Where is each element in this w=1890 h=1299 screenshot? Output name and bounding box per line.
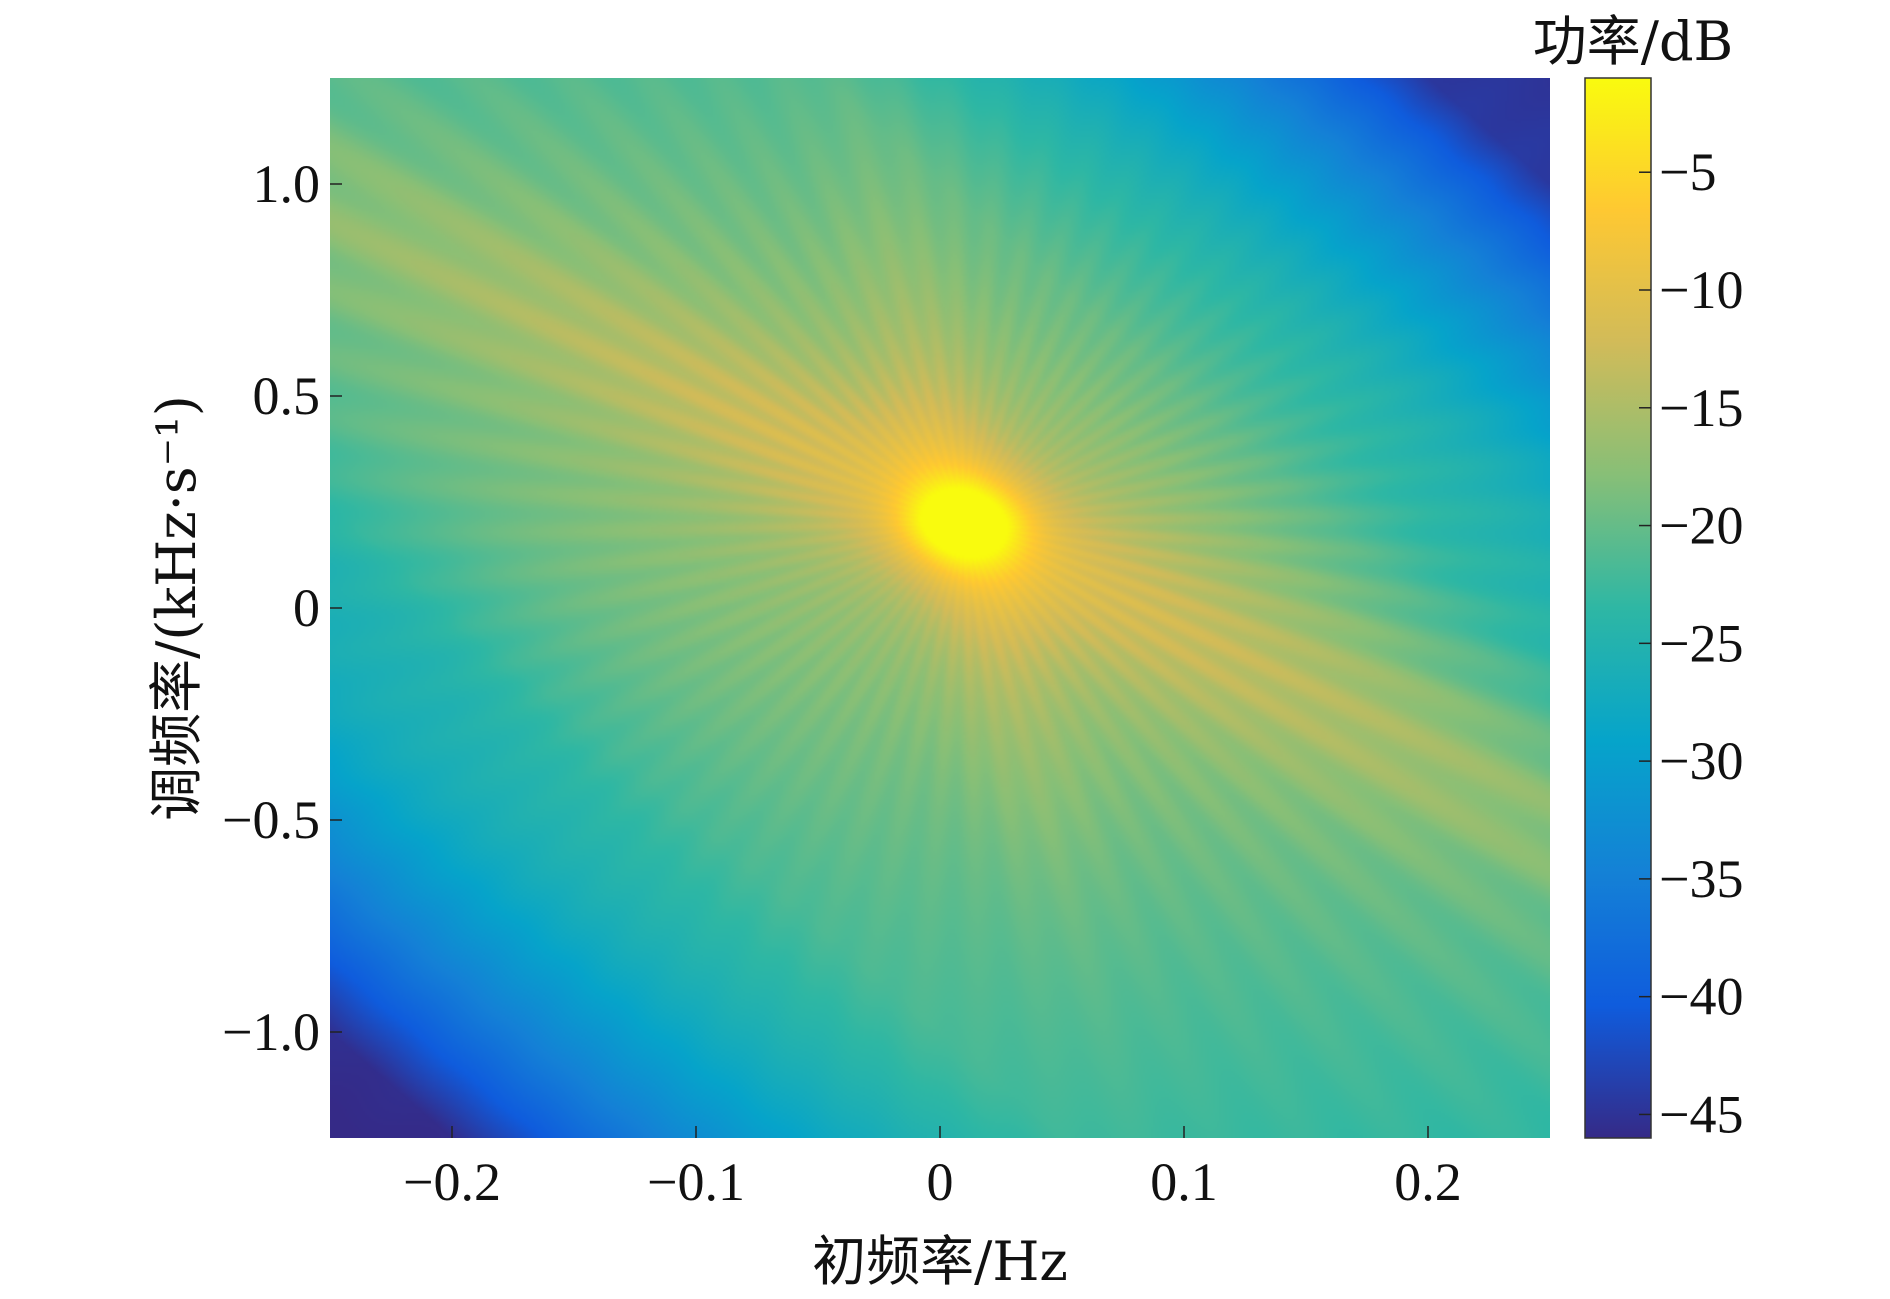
x-tick-label: −0.2 (403, 1152, 501, 1212)
y-tick-label: 0.5 (253, 366, 321, 426)
x-tick-label: 0 (927, 1152, 954, 1212)
x-tick-label: 0.2 (1394, 1152, 1462, 1212)
colorbar-tick-label: −20 (1659, 496, 1743, 556)
colorbar-tick-label: −30 (1659, 731, 1743, 791)
colorbar-tick-label: −5 (1659, 142, 1716, 202)
colorbar-tick-label: −25 (1659, 613, 1743, 673)
colorbar: −5 −10 −15 −20 −25 −30 −35 −40 −45 功率/dB (1533, 10, 1744, 1144)
x-tick-label: 0.1 (1150, 1152, 1218, 1212)
colorbar-tick-label: −45 (1659, 1084, 1743, 1144)
y-tick-label: −1.0 (222, 1002, 320, 1062)
x-axis-ticks: −0.2 −0.1 0 0.1 0.2 (403, 1126, 1462, 1212)
y-tick-label: 0 (293, 578, 320, 638)
colorbar-tick-label: −40 (1659, 967, 1743, 1027)
colorbar-tick-label: −35 (1659, 849, 1743, 909)
x-axis-label: 初频率/Hz (812, 1230, 1068, 1293)
y-axis-label: 调频率/(kHz·s⁻¹) (145, 395, 208, 821)
heatmap-image (330, 78, 1550, 1138)
colorbar-tick-label: −15 (1659, 378, 1743, 438)
heatmap-area (330, 78, 1550, 1138)
colorbar-bar (1584, 77, 1652, 1139)
colorbar-ticks: −5 −10 −15 −20 −25 −30 −35 −40 −45 (1639, 142, 1743, 1144)
colorbar-label: 功率/dB (1533, 10, 1733, 73)
y-tick-label: 1.0 (253, 154, 321, 214)
y-tick-label: −0.5 (222, 790, 320, 850)
y-axis-ticks: 1.0 0.5 0 −0.5 −1.0 (222, 154, 342, 1062)
x-tick-label: −0.1 (647, 1152, 745, 1212)
colorbar-tick-label: −10 (1659, 260, 1743, 320)
